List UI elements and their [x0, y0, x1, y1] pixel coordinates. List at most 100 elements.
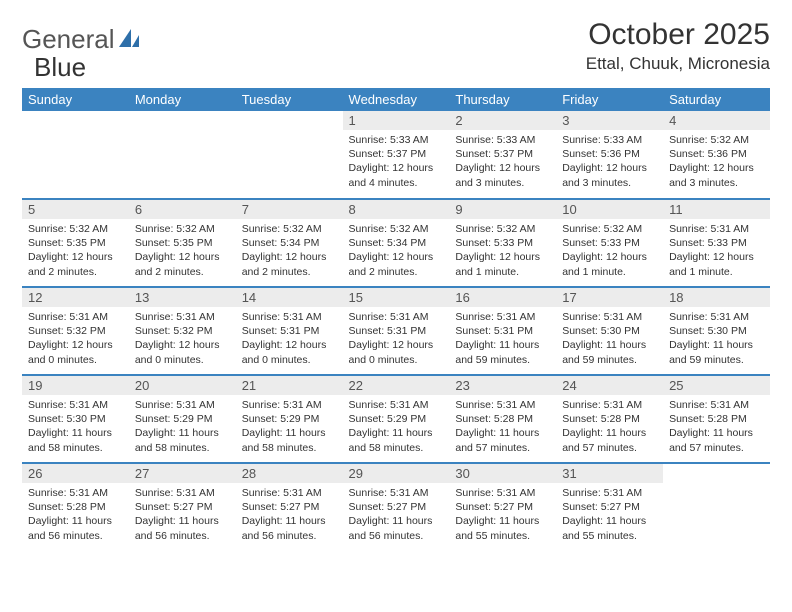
day-details: Sunrise: 5:31 AMSunset: 5:27 PMDaylight:… [343, 483, 450, 547]
day-number: 20 [129, 376, 236, 395]
day-details: Sunrise: 5:31 AMSunset: 5:27 PMDaylight:… [129, 483, 236, 547]
day-details: Sunrise: 5:31 AMSunset: 5:30 PMDaylight:… [556, 307, 663, 371]
day-details: Sunrise: 5:32 AMSunset: 5:33 PMDaylight:… [556, 219, 663, 283]
day-number: 18 [663, 288, 770, 307]
calendar-cell: 29Sunrise: 5:31 AMSunset: 5:27 PMDayligh… [343, 463, 450, 551]
day-number: 13 [129, 288, 236, 307]
calendar-cell: 10Sunrise: 5:32 AMSunset: 5:33 PMDayligh… [556, 199, 663, 287]
day-number: 5 [22, 200, 129, 219]
day-details: Sunrise: 5:32 AMSunset: 5:36 PMDaylight:… [663, 130, 770, 194]
day-details: Sunrise: 5:31 AMSunset: 5:31 PMDaylight:… [343, 307, 450, 371]
day-number: 26 [22, 464, 129, 483]
day-details: Sunrise: 5:31 AMSunset: 5:28 PMDaylight:… [663, 395, 770, 459]
day-number: 10 [556, 200, 663, 219]
day-number: 1 [343, 111, 450, 130]
calendar-cell [129, 111, 236, 199]
day-number: 9 [449, 200, 556, 219]
day-details: Sunrise: 5:31 AMSunset: 5:28 PMDaylight:… [22, 483, 129, 547]
calendar-cell: 1Sunrise: 5:33 AMSunset: 5:37 PMDaylight… [343, 111, 450, 199]
day-number: 17 [556, 288, 663, 307]
calendar-cell [22, 111, 129, 199]
day-number: 28 [236, 464, 343, 483]
day-details: Sunrise: 5:33 AMSunset: 5:37 PMDaylight:… [343, 130, 450, 194]
calendar-cell: 11Sunrise: 5:31 AMSunset: 5:33 PMDayligh… [663, 199, 770, 287]
day-details: Sunrise: 5:31 AMSunset: 5:27 PMDaylight:… [236, 483, 343, 547]
day-number: 25 [663, 376, 770, 395]
day-details: Sunrise: 5:33 AMSunset: 5:36 PMDaylight:… [556, 130, 663, 194]
calendar-cell: 12Sunrise: 5:31 AMSunset: 5:32 PMDayligh… [22, 287, 129, 375]
calendar-week: 5Sunrise: 5:32 AMSunset: 5:35 PMDaylight… [22, 199, 770, 287]
logo-text-general: General [22, 24, 115, 55]
calendar-cell: 24Sunrise: 5:31 AMSunset: 5:28 PMDayligh… [556, 375, 663, 463]
title-block: October 2025 Ettal, Chuuk, Micronesia [586, 18, 770, 74]
calendar-cell: 14Sunrise: 5:31 AMSunset: 5:31 PMDayligh… [236, 287, 343, 375]
day-number: 4 [663, 111, 770, 130]
day-number: 11 [663, 200, 770, 219]
day-details: Sunrise: 5:31 AMSunset: 5:31 PMDaylight:… [236, 307, 343, 371]
day-number: 16 [449, 288, 556, 307]
day-number: 2 [449, 111, 556, 130]
day-details: Sunrise: 5:31 AMSunset: 5:32 PMDaylight:… [129, 307, 236, 371]
calendar-cell: 8Sunrise: 5:32 AMSunset: 5:34 PMDaylight… [343, 199, 450, 287]
day-number: 12 [22, 288, 129, 307]
calendar-week: 26Sunrise: 5:31 AMSunset: 5:28 PMDayligh… [22, 463, 770, 551]
calendar-cell: 19Sunrise: 5:31 AMSunset: 5:30 PMDayligh… [22, 375, 129, 463]
day-number: 24 [556, 376, 663, 395]
calendar-cell: 5Sunrise: 5:32 AMSunset: 5:35 PMDaylight… [22, 199, 129, 287]
day-header: Wednesday [343, 88, 450, 111]
day-details: Sunrise: 5:31 AMSunset: 5:29 PMDaylight:… [343, 395, 450, 459]
calendar-cell: 3Sunrise: 5:33 AMSunset: 5:36 PMDaylight… [556, 111, 663, 199]
day-details: Sunrise: 5:31 AMSunset: 5:29 PMDaylight:… [129, 395, 236, 459]
day-number: 7 [236, 200, 343, 219]
calendar-week: 1Sunrise: 5:33 AMSunset: 5:37 PMDaylight… [22, 111, 770, 199]
calendar-cell: 6Sunrise: 5:32 AMSunset: 5:35 PMDaylight… [129, 199, 236, 287]
calendar-cell: 9Sunrise: 5:32 AMSunset: 5:33 PMDaylight… [449, 199, 556, 287]
day-details: Sunrise: 5:32 AMSunset: 5:34 PMDaylight:… [343, 219, 450, 283]
calendar-cell: 2Sunrise: 5:33 AMSunset: 5:37 PMDaylight… [449, 111, 556, 199]
calendar-cell: 27Sunrise: 5:31 AMSunset: 5:27 PMDayligh… [129, 463, 236, 551]
calendar-cell: 25Sunrise: 5:31 AMSunset: 5:28 PMDayligh… [663, 375, 770, 463]
day-header: Thursday [449, 88, 556, 111]
calendar-cell: 15Sunrise: 5:31 AMSunset: 5:31 PMDayligh… [343, 287, 450, 375]
day-number: 3 [556, 111, 663, 130]
calendar-cell [236, 111, 343, 199]
calendar-week: 19Sunrise: 5:31 AMSunset: 5:30 PMDayligh… [22, 375, 770, 463]
calendar-cell: 31Sunrise: 5:31 AMSunset: 5:27 PMDayligh… [556, 463, 663, 551]
day-details: Sunrise: 5:31 AMSunset: 5:33 PMDaylight:… [663, 219, 770, 283]
calendar-cell: 22Sunrise: 5:31 AMSunset: 5:29 PMDayligh… [343, 375, 450, 463]
month-title: October 2025 [586, 18, 770, 52]
day-details: Sunrise: 5:31 AMSunset: 5:30 PMDaylight:… [22, 395, 129, 459]
day-number: 22 [343, 376, 450, 395]
calendar-cell: 16Sunrise: 5:31 AMSunset: 5:31 PMDayligh… [449, 287, 556, 375]
calendar-cell: 26Sunrise: 5:31 AMSunset: 5:28 PMDayligh… [22, 463, 129, 551]
calendar-cell: 21Sunrise: 5:31 AMSunset: 5:29 PMDayligh… [236, 375, 343, 463]
calendar-week: 12Sunrise: 5:31 AMSunset: 5:32 PMDayligh… [22, 287, 770, 375]
day-number-empty [129, 111, 236, 130]
day-number: 29 [343, 464, 450, 483]
day-number: 14 [236, 288, 343, 307]
calendar-cell: 23Sunrise: 5:31 AMSunset: 5:28 PMDayligh… [449, 375, 556, 463]
location: Ettal, Chuuk, Micronesia [586, 54, 770, 74]
day-number-empty [663, 464, 770, 483]
day-details: Sunrise: 5:31 AMSunset: 5:31 PMDaylight:… [449, 307, 556, 371]
day-number: 23 [449, 376, 556, 395]
day-number: 6 [129, 200, 236, 219]
logo: General [22, 24, 143, 55]
day-number-empty [236, 111, 343, 130]
day-details: Sunrise: 5:33 AMSunset: 5:37 PMDaylight:… [449, 130, 556, 194]
calendar-header-row: SundayMondayTuesdayWednesdayThursdayFrid… [22, 88, 770, 111]
day-number: 31 [556, 464, 663, 483]
calendar-cell: 28Sunrise: 5:31 AMSunset: 5:27 PMDayligh… [236, 463, 343, 551]
calendar-cell: 7Sunrise: 5:32 AMSunset: 5:34 PMDaylight… [236, 199, 343, 287]
day-number: 8 [343, 200, 450, 219]
day-header: Sunday [22, 88, 129, 111]
day-number: 19 [22, 376, 129, 395]
calendar-cell: 30Sunrise: 5:31 AMSunset: 5:27 PMDayligh… [449, 463, 556, 551]
day-details: Sunrise: 5:31 AMSunset: 5:27 PMDaylight:… [556, 483, 663, 547]
day-number: 27 [129, 464, 236, 483]
day-number: 30 [449, 464, 556, 483]
day-details: Sunrise: 5:31 AMSunset: 5:27 PMDaylight:… [449, 483, 556, 547]
day-details: Sunrise: 5:32 AMSunset: 5:33 PMDaylight:… [449, 219, 556, 283]
day-header: Saturday [663, 88, 770, 111]
calendar-cell: 17Sunrise: 5:31 AMSunset: 5:30 PMDayligh… [556, 287, 663, 375]
